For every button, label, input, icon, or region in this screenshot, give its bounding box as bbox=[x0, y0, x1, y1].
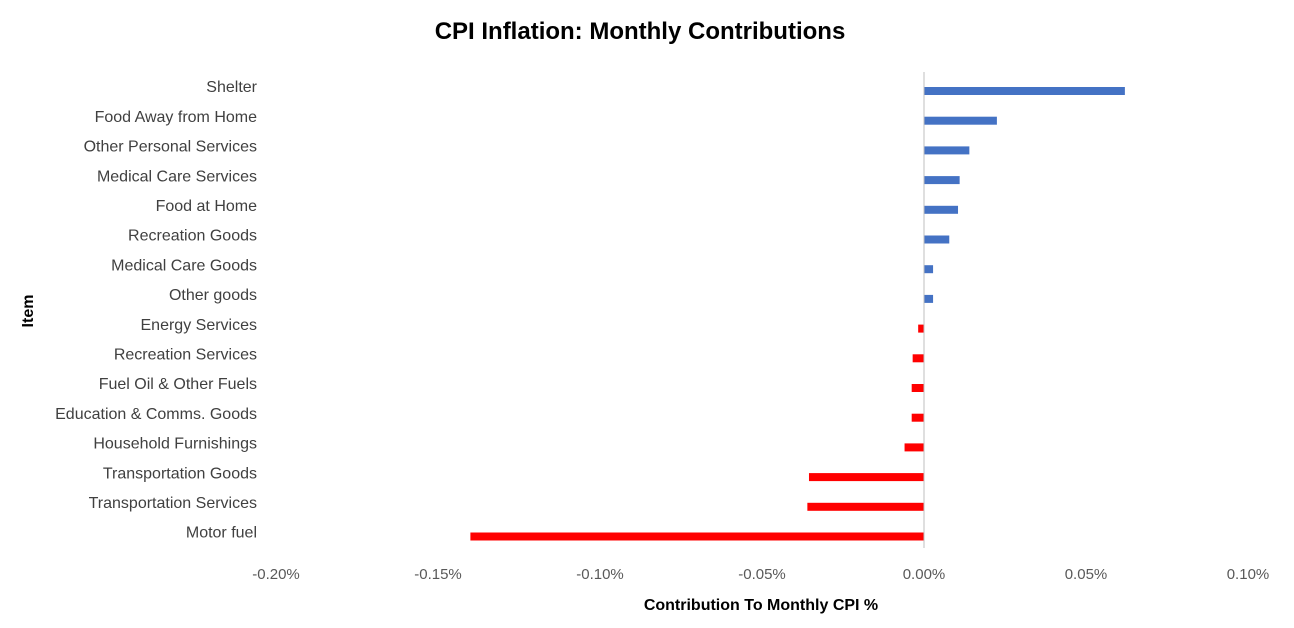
category-label-medical-care-goods: Medical Care Goods bbox=[111, 257, 257, 274]
bar-recreation-services bbox=[912, 354, 924, 363]
category-label-motor-fuel: Motor fuel bbox=[186, 525, 257, 542]
x-tick-label: 0.10% bbox=[1227, 566, 1270, 583]
bar-motor-fuel bbox=[470, 532, 924, 541]
category-label-medical-care-services: Medical Care Services bbox=[97, 168, 257, 185]
x-tick-label: 0.05% bbox=[1065, 566, 1108, 583]
x-axis-title: Contribution To Monthly CPI % bbox=[644, 597, 878, 614]
category-labels: Shelter Food Away from Home Other Personal… bbox=[55, 79, 258, 542]
bar-food-at-home bbox=[924, 205, 959, 214]
bar-energy-services bbox=[918, 324, 924, 333]
category-label-fuel-oil-and-other-fuels: Fuel Oil & Other Fuels bbox=[99, 376, 257, 393]
bar-medical-care-services bbox=[924, 176, 960, 185]
bar-fuel-oil-and-other-fuels bbox=[911, 384, 924, 392]
bar-education-and-comms-goods bbox=[911, 413, 924, 422]
category-label-household-furnishings: Household Furnishings bbox=[93, 436, 257, 453]
category-label-education-and-comms-goods: Education & Comms. Goods bbox=[55, 406, 257, 423]
x-tick-label: -0.05% bbox=[738, 566, 786, 583]
category-label-transportation-goods: Transportation Goods bbox=[103, 465, 257, 482]
category-label-recreation-goods: Recreation Goods bbox=[128, 228, 257, 245]
x-tick-label: 0.00% bbox=[903, 566, 946, 583]
x-tick-label: -0.10% bbox=[576, 566, 624, 583]
bars bbox=[470, 87, 1125, 541]
category-label-food-at-home: Food at Home bbox=[156, 198, 257, 215]
bar-shelter bbox=[924, 87, 1125, 95]
category-label-other-goods: Other goods bbox=[169, 287, 257, 304]
x-tick-label: -0.15% bbox=[414, 566, 462, 583]
bar-recreation-goods bbox=[924, 235, 950, 244]
bar-other-personal-services bbox=[924, 146, 970, 155]
category-label-shelter: Shelter bbox=[206, 79, 257, 96]
category-label-recreation-services: Recreation Services bbox=[114, 347, 257, 364]
x-tick-labels: -0.20% -0.15% -0.10% -0.05% 0.00% 0.05% 0.10% bbox=[252, 566, 1269, 583]
category-label-other-personal-services: Other Personal Services bbox=[84, 139, 257, 156]
bar-medical-care-goods bbox=[924, 265, 934, 274]
chart-title: CPI Inflation: Monthly Contributions bbox=[435, 18, 846, 45]
category-label-energy-services: Energy Services bbox=[141, 317, 258, 334]
bar-transportation-goods bbox=[808, 473, 924, 482]
category-label-transportation-services: Transportation Services bbox=[89, 495, 257, 512]
category-label-food-away-from-home: Food Away from Home bbox=[95, 109, 258, 126]
bar-other-goods bbox=[924, 294, 934, 303]
x-tick-label: -0.20% bbox=[252, 566, 300, 583]
bar-food-away-from-home bbox=[924, 116, 997, 125]
bar-household-furnishings bbox=[904, 443, 924, 452]
y-axis-title: Item bbox=[20, 295, 37, 328]
bar-transportation-services bbox=[807, 502, 924, 511]
